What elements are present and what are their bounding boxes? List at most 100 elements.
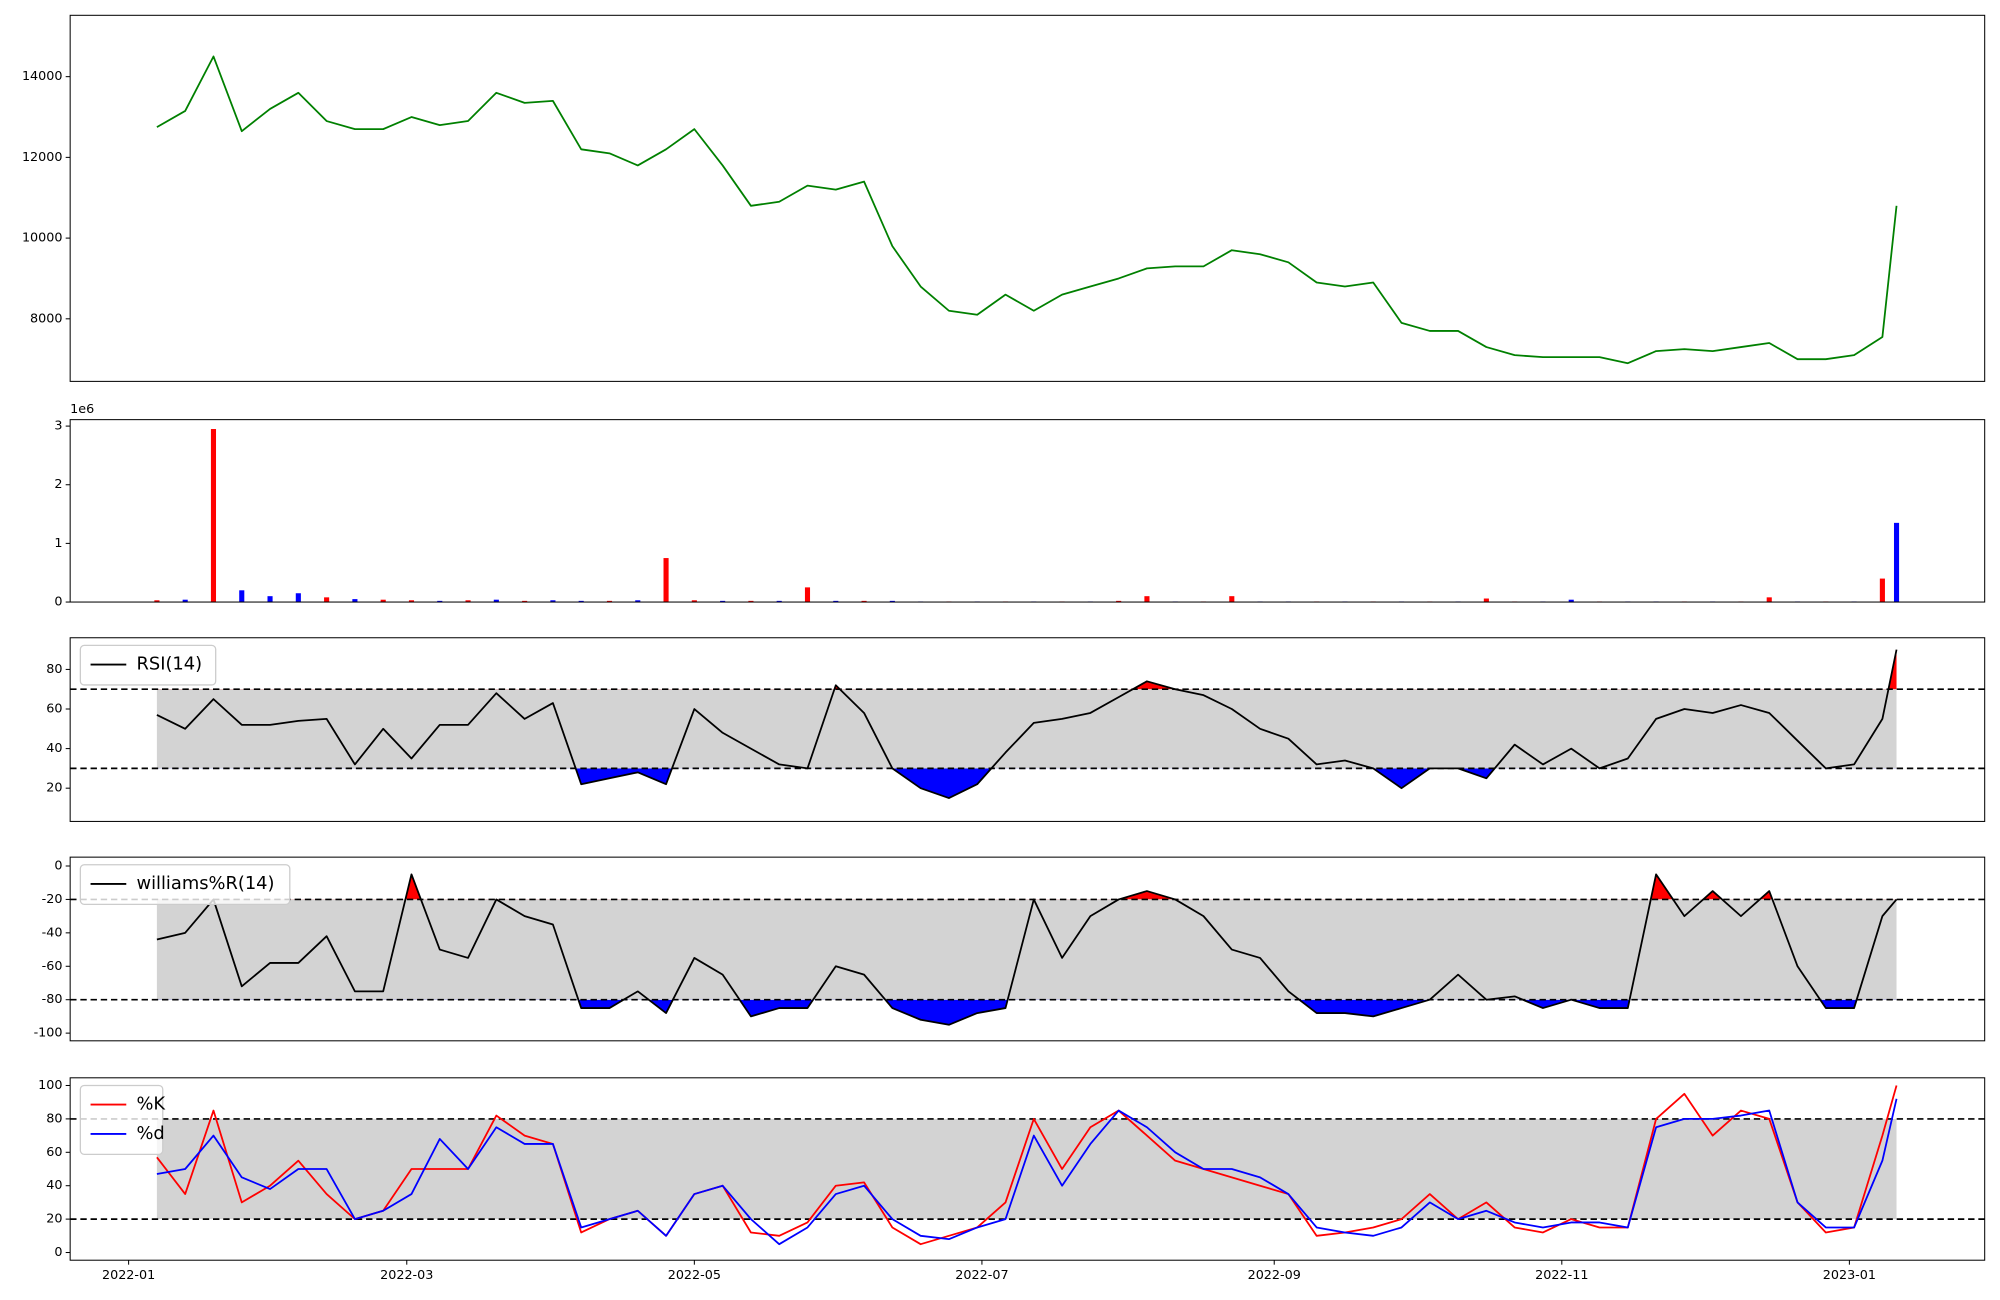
y-tick-label: 3 [54, 419, 62, 434]
y-tick-label: 20 [46, 781, 62, 796]
oversold-fill [156, 768, 1897, 799]
volume-bar [1116, 600, 1122, 603]
legend: RSI(14) [79, 644, 217, 686]
y-tick-label: 40 [46, 1178, 62, 1193]
volume-bar [663, 558, 669, 603]
y-tick-label: 20 [46, 1212, 62, 1227]
legend-label: williams%R(14) [136, 873, 274, 894]
volume-bar [1568, 599, 1574, 603]
volume-bar [578, 600, 584, 603]
y-tick-label: 0 [54, 859, 62, 874]
legend: williams%R(14) [79, 864, 291, 905]
volume-bar [210, 429, 217, 603]
axes-frame [69, 14, 1986, 382]
y-tick-label: 80 [46, 1111, 62, 1126]
volume-bar [239, 590, 245, 603]
y-tick-label: 2 [54, 477, 62, 492]
legend-box [79, 864, 291, 905]
plot-area [70, 873, 1985, 1026]
y-tick-label: 0 [54, 1245, 62, 1260]
panel: -100 -80 -60 -40 -20 0 williams%R(14) [34, 856, 1986, 1042]
volume-bar [437, 600, 443, 603]
volume-bar [606, 600, 613, 603]
axes-frame [69, 1077, 1986, 1261]
legend: %K %d [79, 1084, 166, 1155]
volume-bar [776, 600, 782, 603]
volume-bar [748, 600, 754, 603]
volume-bar [380, 599, 386, 603]
plot-area [70, 1085, 1985, 1246]
legend-box [79, 644, 217, 686]
legend-label: %d [136, 1123, 164, 1144]
y-tick-label: 80 [46, 662, 62, 677]
y-tick-label: 10000 [22, 231, 63, 246]
volume-bar [1483, 598, 1489, 603]
y-tick-label: 40 [46, 741, 62, 756]
axes-frame [69, 637, 1986, 822]
panel: 20 40 60 80 RSI(14) [46, 637, 1986, 822]
volume-bar [691, 600, 697, 603]
panel: 0 1 2 3 1e6 [54, 402, 1986, 610]
volume-bar [804, 587, 811, 603]
volume-bar [182, 599, 188, 603]
plot-area [156, 55, 1898, 365]
volume-bar [1766, 597, 1772, 603]
plot-area [70, 649, 1985, 799]
volume-bar [267, 596, 273, 603]
series-line [156, 55, 1898, 365]
volume-bar [1893, 522, 1900, 603]
volume-bar [833, 600, 839, 603]
volume-bar [889, 600, 895, 603]
volume-bar [522, 600, 528, 603]
volume-bar [1229, 596, 1235, 603]
legend-label: %K [136, 1094, 166, 1115]
offset-label: 1e6 [70, 402, 94, 417]
x-tick-label: 2023-01 [1823, 1268, 1876, 1283]
volume-bar [352, 599, 358, 603]
y-tick-label: -20 [42, 892, 63, 907]
volume-bar [635, 600, 641, 603]
legend-box [79, 1084, 164, 1155]
volume-bar [408, 600, 415, 603]
y-tick-label: 0 [54, 595, 62, 610]
volume-bar [295, 593, 301, 603]
volume-bar [324, 597, 330, 603]
y-tick-label: 1 [54, 536, 62, 551]
y-tick-label: -40 [42, 925, 63, 940]
y-tick-label: -60 [42, 959, 63, 974]
oversold-fill [578, 999, 1857, 1025]
y-tick-label: 12000 [22, 150, 63, 165]
x-tick-label: 2022-01 [102, 1268, 155, 1283]
axes-frame [69, 419, 1986, 603]
y-tick-label: 8000 [30, 311, 62, 326]
x-tick-label: 2022-07 [955, 1268, 1008, 1283]
threshold-band [156, 689, 1897, 769]
volume-bar [154, 600, 160, 603]
series-line [156, 649, 1898, 799]
volume-bar [720, 600, 726, 603]
threshold-band [156, 899, 1897, 1000]
panel: 8000 10000 12000 14000 [22, 14, 1986, 382]
volume-bar [861, 600, 867, 603]
x-tick-label: 2022-11 [1535, 1268, 1588, 1283]
y-tick-label: 60 [46, 702, 62, 717]
volume-bar [1144, 596, 1150, 603]
y-tick-label: -80 [42, 992, 63, 1007]
y-tick-label: 100 [38, 1078, 62, 1093]
x-tick-label: 2022-03 [380, 1268, 433, 1283]
volume-bar [1879, 578, 1885, 603]
series-line [156, 1085, 1898, 1246]
y-tick-label: -100 [34, 1026, 63, 1041]
y-tick-label: 14000 [22, 69, 63, 84]
x-tick-label: 2022-05 [668, 1268, 721, 1283]
volume-bar [493, 599, 499, 603]
volume-bar [465, 600, 471, 603]
panel: 0 20 40 60 80 100 2022-01 2022-03 2022-05 2022-07… [38, 1077, 1986, 1283]
legend-label: RSI(14) [136, 654, 202, 675]
volume-bar [550, 600, 556, 603]
plot-area [154, 429, 1900, 603]
x-tick-label: 2022-09 [1248, 1268, 1301, 1283]
series-line [156, 873, 1898, 1026]
y-tick-label: 60 [46, 1145, 62, 1160]
